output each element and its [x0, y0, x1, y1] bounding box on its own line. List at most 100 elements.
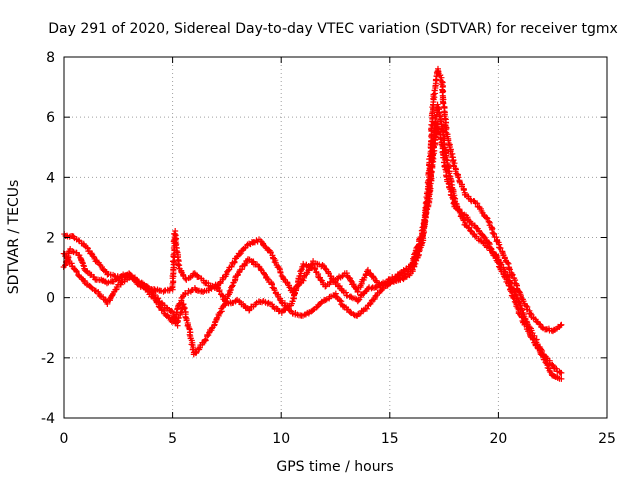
data-point — [231, 258, 238, 265]
x-tick-label: 20 — [489, 431, 507, 447]
data-point — [455, 174, 462, 181]
data-point — [200, 289, 207, 296]
data-point — [466, 224, 473, 231]
data-point — [168, 307, 175, 314]
data-point — [96, 292, 103, 299]
x-tick-label: 10 — [272, 431, 290, 447]
data-point — [175, 262, 182, 269]
data-point — [169, 308, 176, 315]
data-point — [159, 306, 166, 313]
data-point — [364, 266, 371, 273]
data-point — [428, 168, 435, 175]
data-point — [363, 305, 370, 312]
data-point — [73, 268, 80, 275]
data-point — [557, 322, 564, 329]
data-point — [440, 100, 447, 107]
data-point — [481, 234, 488, 241]
data-point — [489, 226, 496, 233]
data-point — [429, 161, 436, 168]
chart-title: Day 291 of 2020, Sidereal Day-to-day VTE… — [48, 21, 618, 37]
data-point — [222, 271, 229, 278]
data-point — [438, 74, 445, 81]
data-point — [486, 218, 493, 225]
data-point — [523, 302, 530, 309]
data-point — [96, 261, 103, 268]
data-point — [434, 125, 441, 132]
data-point — [553, 365, 560, 372]
y-tick-label: 0 — [46, 291, 55, 307]
data-point — [271, 259, 278, 266]
y-tick-label: 4 — [46, 170, 55, 186]
data-point — [226, 287, 233, 294]
data-point — [88, 284, 95, 291]
y-tick-label: -2 — [41, 351, 55, 367]
data-point — [79, 259, 86, 266]
y-tick-label: 8 — [46, 50, 55, 66]
data-point — [62, 262, 69, 269]
data-point — [342, 289, 349, 296]
series-3 — [60, 120, 565, 382]
data-point — [536, 320, 543, 327]
data-point — [505, 265, 512, 272]
data-point — [174, 317, 181, 324]
y-tick-label: 6 — [46, 110, 55, 126]
x-tick-label: 15 — [381, 431, 399, 447]
x-tick-label: 5 — [168, 431, 177, 447]
data-point — [236, 251, 243, 258]
data-point — [431, 94, 438, 101]
data-point — [261, 270, 268, 277]
axis-ticks: 0 5 10 15 20 25 -4 -2 0 2 4 6 8 — [41, 50, 616, 447]
data-point — [396, 270, 403, 277]
data-point — [80, 262, 87, 269]
data-point — [484, 215, 491, 222]
grid — [64, 57, 607, 418]
data-point — [428, 121, 435, 128]
data-point — [181, 305, 188, 312]
data-point — [312, 266, 319, 273]
y-tick-label: -4 — [41, 411, 55, 427]
data-point — [336, 297, 343, 304]
series-1 — [61, 65, 565, 335]
data-point — [510, 295, 517, 302]
data-point — [504, 259, 511, 266]
data-point — [282, 306, 289, 313]
data-point — [182, 314, 189, 321]
data-point — [310, 306, 317, 313]
data-point — [542, 359, 549, 366]
data-point — [229, 283, 236, 290]
data-point — [277, 269, 284, 276]
data-point — [422, 217, 429, 224]
data-point — [558, 321, 565, 328]
y-axis-label: SDTVAR / TECUs — [6, 180, 22, 295]
data-point — [118, 279, 125, 286]
data-point — [88, 250, 95, 257]
data-point — [158, 299, 165, 306]
data-point — [506, 266, 513, 273]
x-tick-label: 0 — [60, 431, 69, 447]
data-point — [558, 369, 565, 376]
x-tick-label: 25 — [598, 431, 616, 447]
data-points — [60, 65, 565, 382]
data-point — [174, 260, 181, 267]
data-point — [432, 76, 439, 83]
data-point — [396, 275, 403, 282]
data-point — [228, 263, 235, 270]
data-point — [225, 267, 232, 274]
data-point — [202, 336, 209, 343]
y-tick-label: 2 — [46, 231, 55, 247]
x-axis-label: GPS time / hours — [276, 459, 393, 475]
plot-frame — [63, 56, 608, 419]
data-point — [483, 214, 490, 221]
data-point — [355, 297, 362, 304]
data-point — [348, 294, 355, 301]
data-point — [109, 292, 116, 299]
data-point — [518, 313, 525, 320]
data-point — [229, 282, 236, 289]
data-point — [322, 297, 329, 304]
data-point — [434, 101, 441, 108]
series-2 — [60, 101, 565, 376]
data-point — [460, 187, 467, 194]
data-point — [497, 245, 504, 252]
data-point — [558, 375, 565, 382]
